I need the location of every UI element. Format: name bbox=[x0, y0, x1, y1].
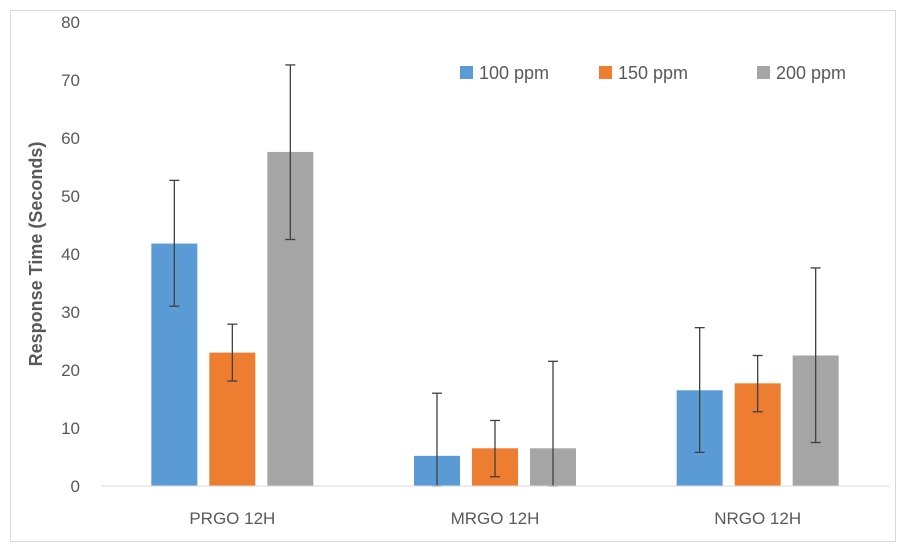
y-tick-label: 50 bbox=[61, 187, 80, 206]
legend-label: 150 ppm bbox=[618, 63, 688, 83]
y-tick-label: 30 bbox=[61, 303, 80, 322]
x-tick-label: PRGO 12H bbox=[189, 509, 275, 528]
legend-swatch bbox=[599, 66, 612, 79]
x-tick-label: MRGO 12H bbox=[451, 509, 540, 528]
y-tick-label: 0 bbox=[71, 477, 80, 496]
bars bbox=[151, 151, 839, 487]
legend-swatch bbox=[460, 66, 473, 79]
y-axis-label: Response Time (Seconds) bbox=[26, 142, 46, 367]
y-tick-label: 60 bbox=[61, 129, 80, 148]
y-tick-label: 80 bbox=[61, 13, 80, 32]
legend: 100 ppm 150 ppm 200 ppm bbox=[460, 63, 846, 83]
error-bars bbox=[169, 64, 821, 487]
y-tick-label: 20 bbox=[61, 361, 80, 380]
y-axis: 0 10 20 30 40 50 60 70 80 bbox=[61, 13, 80, 496]
legend-label: 100 ppm bbox=[479, 63, 549, 83]
y-tick-label: 10 bbox=[61, 419, 80, 438]
y-tick-label: 40 bbox=[61, 245, 80, 264]
y-tick-label: 70 bbox=[61, 71, 80, 90]
legend-label: 200 ppm bbox=[776, 63, 846, 83]
x-axis: PRGO 12H MRGO 12H NRGO 12H bbox=[189, 509, 801, 528]
legend-swatch bbox=[757, 66, 770, 79]
x-tick-label: NRGO 12H bbox=[714, 509, 801, 528]
